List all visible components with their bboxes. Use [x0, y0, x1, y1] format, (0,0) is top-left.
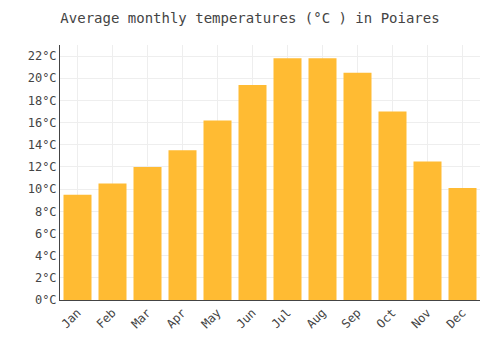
svg-text:0°C: 0°C [35, 293, 57, 307]
svg-text:18°C: 18°C [28, 94, 57, 108]
svg-text:4°C: 4°C [35, 249, 57, 263]
svg-text:Sep: Sep [339, 306, 364, 331]
svg-text:20°C: 20°C [28, 71, 57, 85]
svg-text:Oct: Oct [374, 306, 399, 331]
svg-text:Mar: Mar [129, 306, 154, 331]
svg-text:Jan: Jan [59, 306, 84, 331]
svg-text:Average monthly temperatures (: Average monthly temperatures (°C ) in Po… [60, 10, 439, 26]
svg-text:Nov: Nov [409, 306, 434, 331]
svg-text:2°C: 2°C [35, 271, 57, 285]
svg-text:8°C: 8°C [35, 205, 57, 219]
svg-text:May: May [199, 306, 224, 331]
svg-text:Aug: Aug [304, 306, 329, 331]
svg-text:14°C: 14°C [28, 138, 57, 152]
svg-text:22°C: 22°C [28, 49, 57, 63]
svg-text:6°C: 6°C [35, 227, 57, 241]
svg-text:12°C: 12°C [28, 160, 57, 174]
svg-text:16°C: 16°C [28, 116, 57, 130]
svg-text:Jul: Jul [269, 306, 294, 331]
svg-text:Apr: Apr [164, 306, 189, 331]
svg-text:Jun: Jun [234, 306, 259, 331]
svg-text:Feb: Feb [94, 306, 119, 331]
svg-text:Dec: Dec [444, 306, 469, 331]
svg-text:10°C: 10°C [28, 182, 57, 196]
